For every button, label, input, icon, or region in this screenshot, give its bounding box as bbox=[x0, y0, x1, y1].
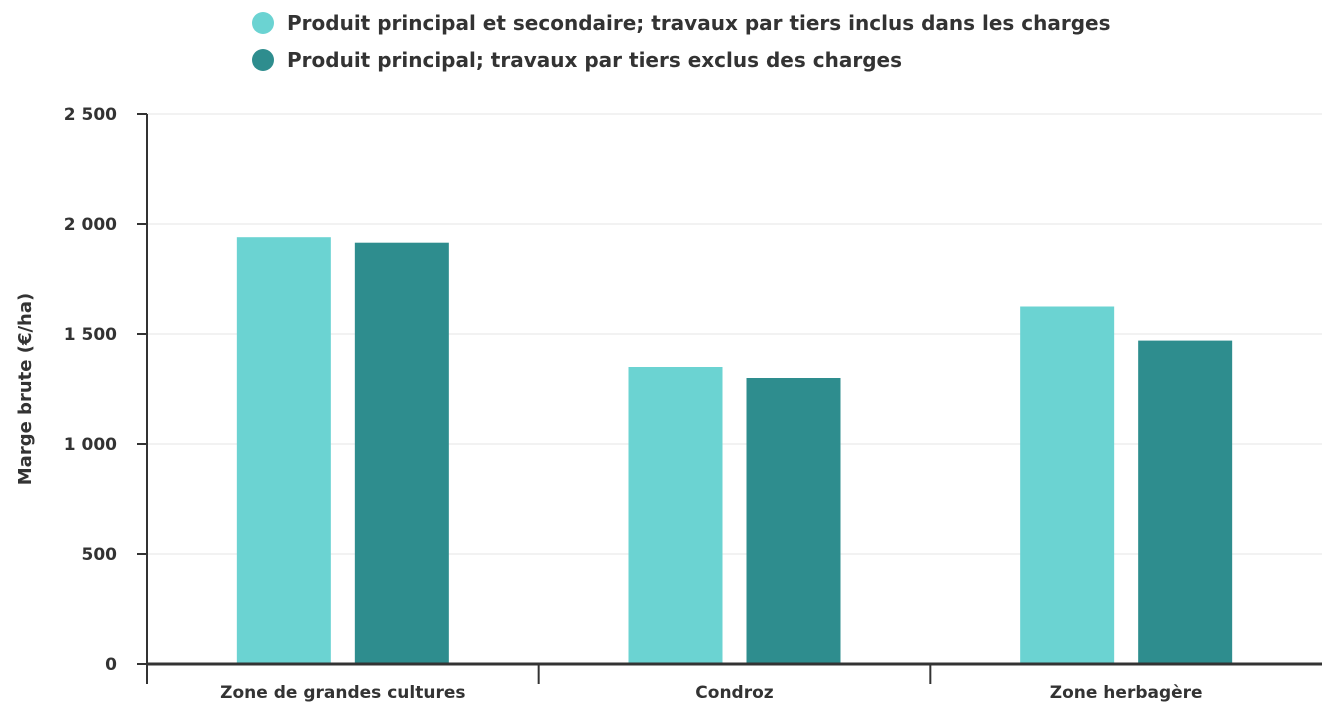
legend-label: Produit principal; travaux par tiers exc… bbox=[287, 48, 902, 72]
y-tick-label: 2 500 bbox=[64, 105, 117, 125]
y-axis: 0 500 1 000 1 500 2 000 2 500 bbox=[64, 105, 148, 675]
legend-swatch bbox=[252, 49, 274, 71]
x-category-label: Condroz bbox=[695, 683, 773, 703]
bar[interactable] bbox=[1020, 306, 1115, 665]
bar[interactable] bbox=[1138, 340, 1233, 664]
bar-group bbox=[236, 237, 449, 664]
bar[interactable] bbox=[236, 237, 331, 664]
bar-group bbox=[1020, 306, 1233, 665]
bars bbox=[236, 237, 1233, 665]
legend-item[interactable]: Produit principal; travaux par tiers exc… bbox=[252, 48, 902, 72]
x-axis: Zone de grandes cultures Condroz Zone herb… bbox=[146, 662, 1322, 703]
bar[interactable] bbox=[746, 378, 841, 664]
bar[interactable] bbox=[628, 367, 723, 664]
y-tick-label: 1 000 bbox=[64, 435, 117, 455]
y-axis-label: Marge brute (€/ha) bbox=[15, 293, 36, 485]
legend: Produit principal et secondaire; travaux… bbox=[252, 11, 1111, 72]
gridlines bbox=[147, 113, 1322, 555]
legend-swatch bbox=[252, 12, 274, 34]
bar[interactable] bbox=[354, 242, 449, 664]
x-category-label: Zone de grandes cultures bbox=[220, 683, 465, 703]
y-tick-label: 500 bbox=[82, 545, 118, 565]
legend-item[interactable]: Produit principal et secondaire; travaux… bbox=[252, 11, 1111, 35]
y-tick-label: 1 500 bbox=[64, 325, 117, 345]
y-tick-label: 2 000 bbox=[64, 215, 117, 235]
x-category-label: Zone herbagère bbox=[1050, 683, 1203, 703]
bar-group bbox=[628, 367, 841, 664]
legend-label: Produit principal et secondaire; travaux… bbox=[287, 11, 1111, 35]
y-tick-label: 0 bbox=[105, 655, 117, 675]
